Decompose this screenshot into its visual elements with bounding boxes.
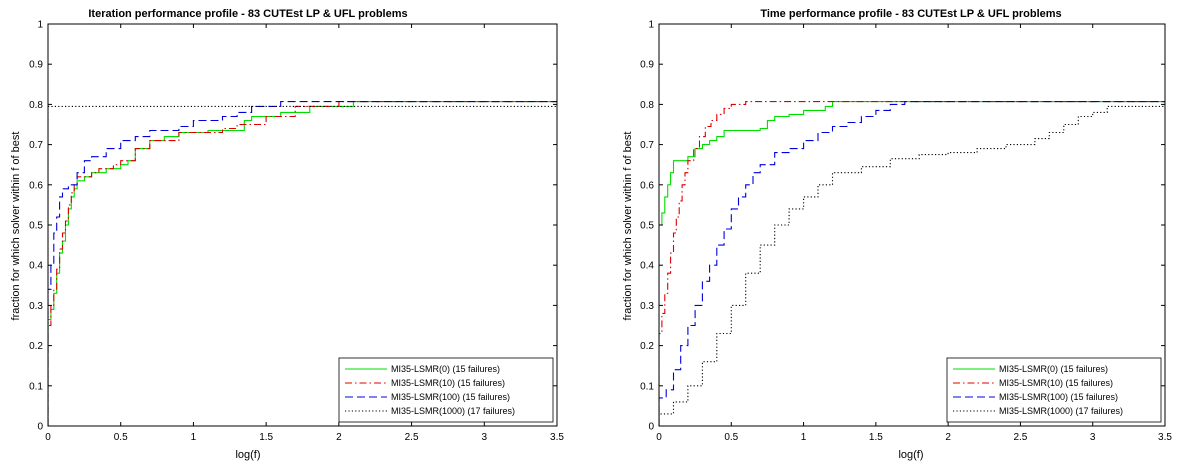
- x-tick-label: 3: [1090, 432, 1096, 443]
- y-tick-label: 0.7: [640, 140, 654, 151]
- y-tick-label: 0.6: [640, 180, 654, 191]
- x-tick-label: 1.5: [259, 432, 273, 443]
- series-line-1: [48, 101, 557, 426]
- x-tick-label: 0: [45, 432, 51, 443]
- y-tick-label: 0.2: [640, 341, 654, 352]
- x-tick-label: 3.5: [1158, 432, 1172, 443]
- y-tick-label: 0.1: [29, 381, 43, 392]
- y-tick-label: 0.5: [640, 221, 654, 232]
- y-tick-label: 0.4: [640, 261, 654, 272]
- legend-entry: MI35-LSMR(10) (15 failures): [999, 378, 1113, 388]
- legend-entry: MI35-LSMR(0) (15 failures): [999, 364, 1108, 374]
- x-tick-label: 2: [945, 432, 951, 443]
- y-tick-label: 1: [648, 20, 654, 31]
- x-tick-label: 1.5: [869, 432, 883, 443]
- y-tick-label: 0: [648, 422, 654, 433]
- legend: MI35-LSMR(0) (15 failures) MI35-LSMR(10) …: [946, 357, 1162, 423]
- legend: MI35-LSMR(0) (15 failures) MI35-LSMR(10) …: [338, 357, 554, 423]
- iteration-profile-chart: Iteration performance profile - 83 CUTEs…: [10, 8, 564, 461]
- x-tick-label: 2: [336, 432, 342, 443]
- plot-area: 0 0.5 1 1.5 2 2.5 3 3.5 0 0.1 0.2 0.3 0.4 0.5 0.6 0.7 0.…: [29, 20, 564, 444]
- y-tick-label: 0.9: [29, 60, 43, 71]
- series-line-0: [659, 101, 1165, 426]
- x-tick-label: 0.5: [724, 432, 738, 443]
- x-axis-label: log(f): [235, 449, 260, 461]
- legend-entry: MI35-LSMR(100) (15 failures): [391, 392, 510, 402]
- x-tick-label: 0.5: [114, 432, 128, 443]
- x-tick-label: 2.5: [1013, 432, 1027, 443]
- chart-title: Time performance profile - 83 CUTEst LP …: [760, 8, 1061, 20]
- y-axis-label: fraction for which solver within f of be…: [10, 132, 22, 321]
- time-profile-chart: Time performance profile - 83 CUTEst LP …: [622, 8, 1172, 461]
- x-tick-label: 0: [656, 432, 662, 443]
- y-tick-label: 0.6: [29, 180, 43, 191]
- y-tick-label: 1: [37, 20, 43, 31]
- series-group: [659, 101, 1165, 426]
- legend-entry: MI35-LSMR(1000) (17 failures): [999, 406, 1123, 416]
- y-tick-label: 0.3: [29, 301, 43, 312]
- x-tick-label: 3: [482, 432, 488, 443]
- y-tick-label: 0.5: [29, 221, 43, 232]
- series-line-2: [48, 101, 557, 426]
- y-tick-label: 0.4: [29, 261, 43, 272]
- x-tick-label: 3.5: [550, 432, 564, 443]
- series-line-1: [659, 101, 1165, 426]
- legend-entry: MI35-LSMR(1000) (17 failures): [391, 406, 515, 416]
- series-line-2: [659, 101, 1165, 426]
- x-tick-label: 1: [191, 432, 197, 443]
- y-tick-label: 0.8: [640, 100, 654, 111]
- legend-entry: MI35-LSMR(100) (15 failures): [999, 392, 1118, 402]
- y-axis-label: fraction for which solver within f of be…: [622, 132, 634, 321]
- x-axis-label: log(f): [898, 449, 923, 461]
- y-tick-label: 0.3: [640, 301, 654, 312]
- series-line-0: [48, 101, 557, 426]
- y-tick-label: 0.1: [640, 381, 654, 392]
- x-tick-label: 2.5: [405, 432, 419, 443]
- x-tick-label: 1: [801, 432, 807, 443]
- y-tick-label: 0.7: [29, 140, 43, 151]
- y-tick-label: 0.2: [29, 341, 43, 352]
- y-tick-label: 0.8: [29, 100, 43, 111]
- legend-entry: MI35-LSMR(10) (15 failures): [391, 378, 505, 388]
- chart-title: Iteration performance profile - 83 CUTEs…: [88, 8, 407, 20]
- y-tick-label: 0: [37, 422, 43, 433]
- plot-area: 0 0.5 1 1.5 2 2.5 3 3.5 0 0.1 0.2 0.3 0.4 0.5 0.6 0.7 0.…: [640, 20, 1172, 444]
- legend-entry: MI35-LSMR(0) (15 failures): [391, 364, 500, 374]
- y-tick-label: 0.9: [640, 60, 654, 71]
- series-group: [48, 101, 557, 426]
